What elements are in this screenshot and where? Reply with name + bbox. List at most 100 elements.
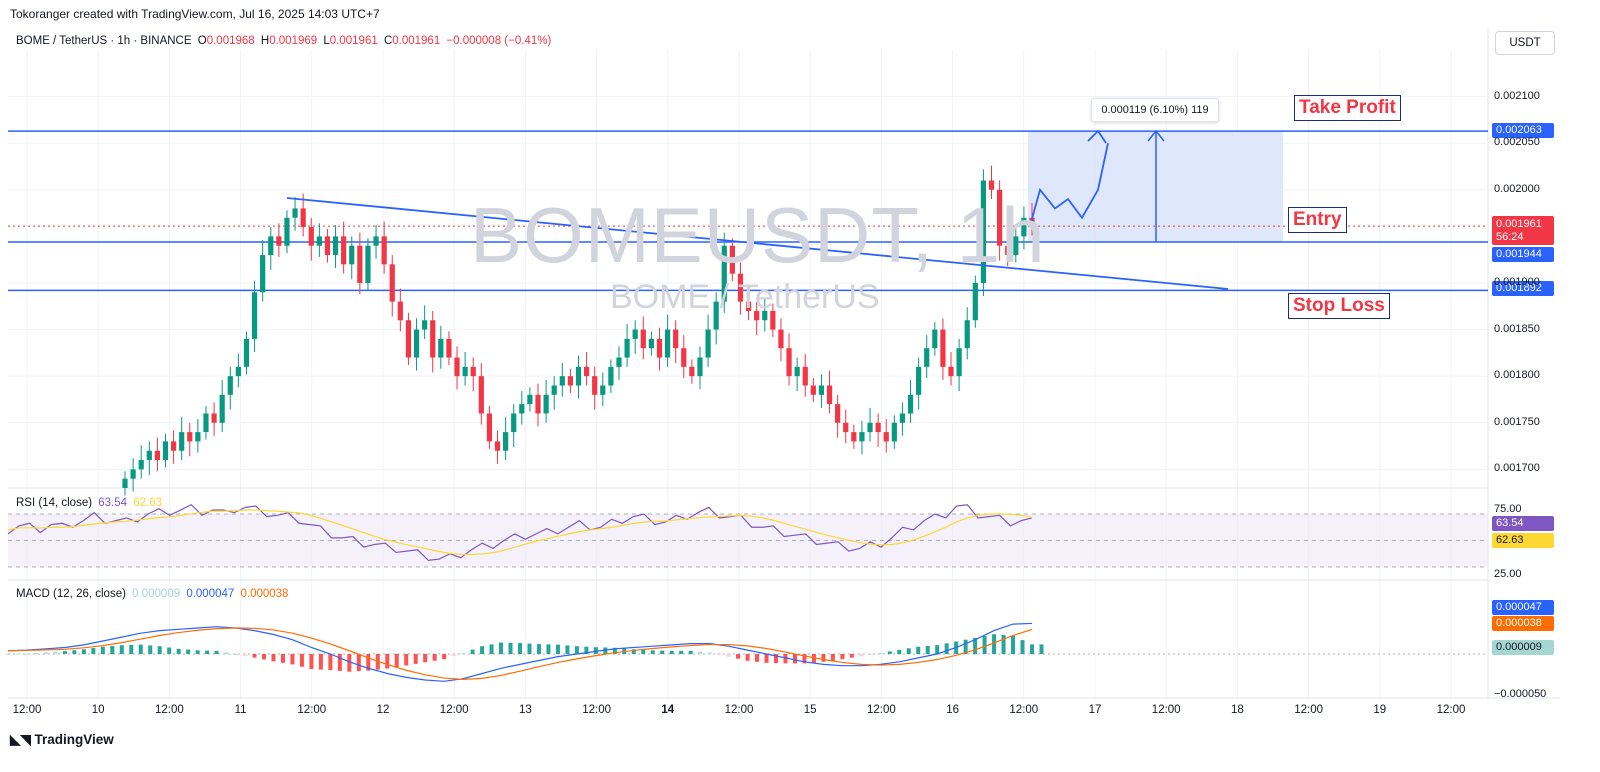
macd-hist-bar [489,644,494,654]
macd-hist-bar [679,650,684,654]
macd-hist-bar [916,646,921,654]
macd-hist-tag: 0.000009 [1492,640,1554,655]
macd-hist-bar [423,654,428,663]
time-tick: 12:00 [724,704,754,716]
candle-body [875,422,881,433]
macd-hist-bar [944,643,949,654]
macd-hist-bar [783,654,788,664]
measure-label[interactable]: 0.000119 (6.10%) 119 [1091,98,1219,122]
stop-price-tag: 0.001892 [1492,281,1554,296]
measure-arrowhead [1147,129,1165,142]
candle-body [527,394,533,405]
macd-hist-bar [499,642,504,654]
candle-body [916,366,922,395]
candle-body [762,310,768,321]
candle-body [413,329,420,358]
candle-body [535,394,541,414]
candle-body [754,310,760,321]
candle-body [1021,217,1027,237]
macd-hist-bar [72,650,77,654]
candle-body [195,432,201,442]
candle-body [170,441,177,451]
candle-body [851,432,857,442]
macd-hist-bar [574,646,579,654]
macd-hist-bar [262,654,266,660]
candle-body [705,329,711,358]
rsi-line [7,503,1033,562]
candle-body [397,301,403,321]
macd-hist-bar [830,654,835,661]
macd-hist-bar [186,649,191,654]
macd-hist-bar [167,647,172,654]
candle-body [664,329,671,358]
candle-body [745,301,752,311]
candle-body [276,236,282,246]
macd-hist-bar [641,649,646,654]
low-value: 0.001961 [329,35,378,47]
macd-hist-bar [271,654,276,662]
candle-body [737,273,744,302]
take-profit-label[interactable]: Take Profit [1294,95,1401,121]
candle-body [251,292,258,339]
macd-hist-bar [129,644,134,654]
rsi-label[interactable]: RSI (14, close) [16,497,93,509]
macd-hist-bar [347,654,352,672]
price-tick: 0.002000 [1494,182,1540,195]
macd-label[interactable]: MACD (12, 26, close) [16,588,126,600]
macd-hist-bar [536,644,541,654]
macd-hist-bar [736,654,741,659]
candle-body [154,450,160,461]
price-tick: 0.002100 [1494,89,1540,102]
entry-label[interactable]: Entry [1288,207,1347,233]
candle-body [932,329,938,349]
candle-body [462,366,468,377]
candle-body [300,208,306,228]
candle-body [713,301,719,330]
candle-body [640,329,646,349]
candle-body [956,348,962,377]
macd-signal-line [7,627,1033,680]
candle-body [681,348,687,367]
rsi-upper-tick: 75.00 [1494,503,1522,515]
price-tick: 0.001800 [1494,369,1540,382]
candle-body [826,385,833,405]
macd-hist-bar [1011,635,1016,654]
candle-body [980,180,987,283]
macd-hist-bar [982,636,987,654]
entry-price-tag: 0.001944 [1492,247,1554,262]
candle-body [503,432,509,451]
projection-path [1029,143,1109,227]
candle-body [446,338,452,358]
candle-body [648,338,654,349]
time-tick: 18 [1230,704,1244,716]
time-tick: 12:00 [867,704,896,716]
macd-hist-bar [309,654,314,670]
macd-hist-bar [470,649,475,654]
macd-hist-bar [34,652,39,654]
macd-signal-value: 0.000038 [240,588,289,600]
candle-body [130,469,136,479]
macd-hist-bar [660,650,665,654]
macd-hist-bar [233,654,238,655]
macd-hist-bar [840,654,845,660]
macd-hist-bar [764,654,769,663]
macd-hist-bar [195,650,200,654]
macd-hist-bar [1001,635,1006,654]
macd-tag: 0.000047 [1492,600,1554,615]
candle-body [381,236,387,265]
candle-body [268,236,274,256]
candle-body [235,366,241,377]
rsi-ma-line [7,509,1033,556]
symbol-label[interactable]: BOME / TetherUS · 1h · BINANCE [16,35,192,47]
candle-body [810,385,816,395]
currency-button[interactable]: USDT [1495,31,1555,55]
stop-loss-label[interactable]: Stop Loss [1288,293,1390,319]
macd-hist-bar [252,654,257,658]
time-tick: 12:00 [12,704,42,716]
candle-body [997,189,1003,246]
macd-hist-bar [868,654,873,655]
macd-hist-bar [821,654,826,662]
macd-hist-bar [318,654,323,670]
high-value: 0.001969 [269,35,318,47]
candle-body [219,394,225,423]
